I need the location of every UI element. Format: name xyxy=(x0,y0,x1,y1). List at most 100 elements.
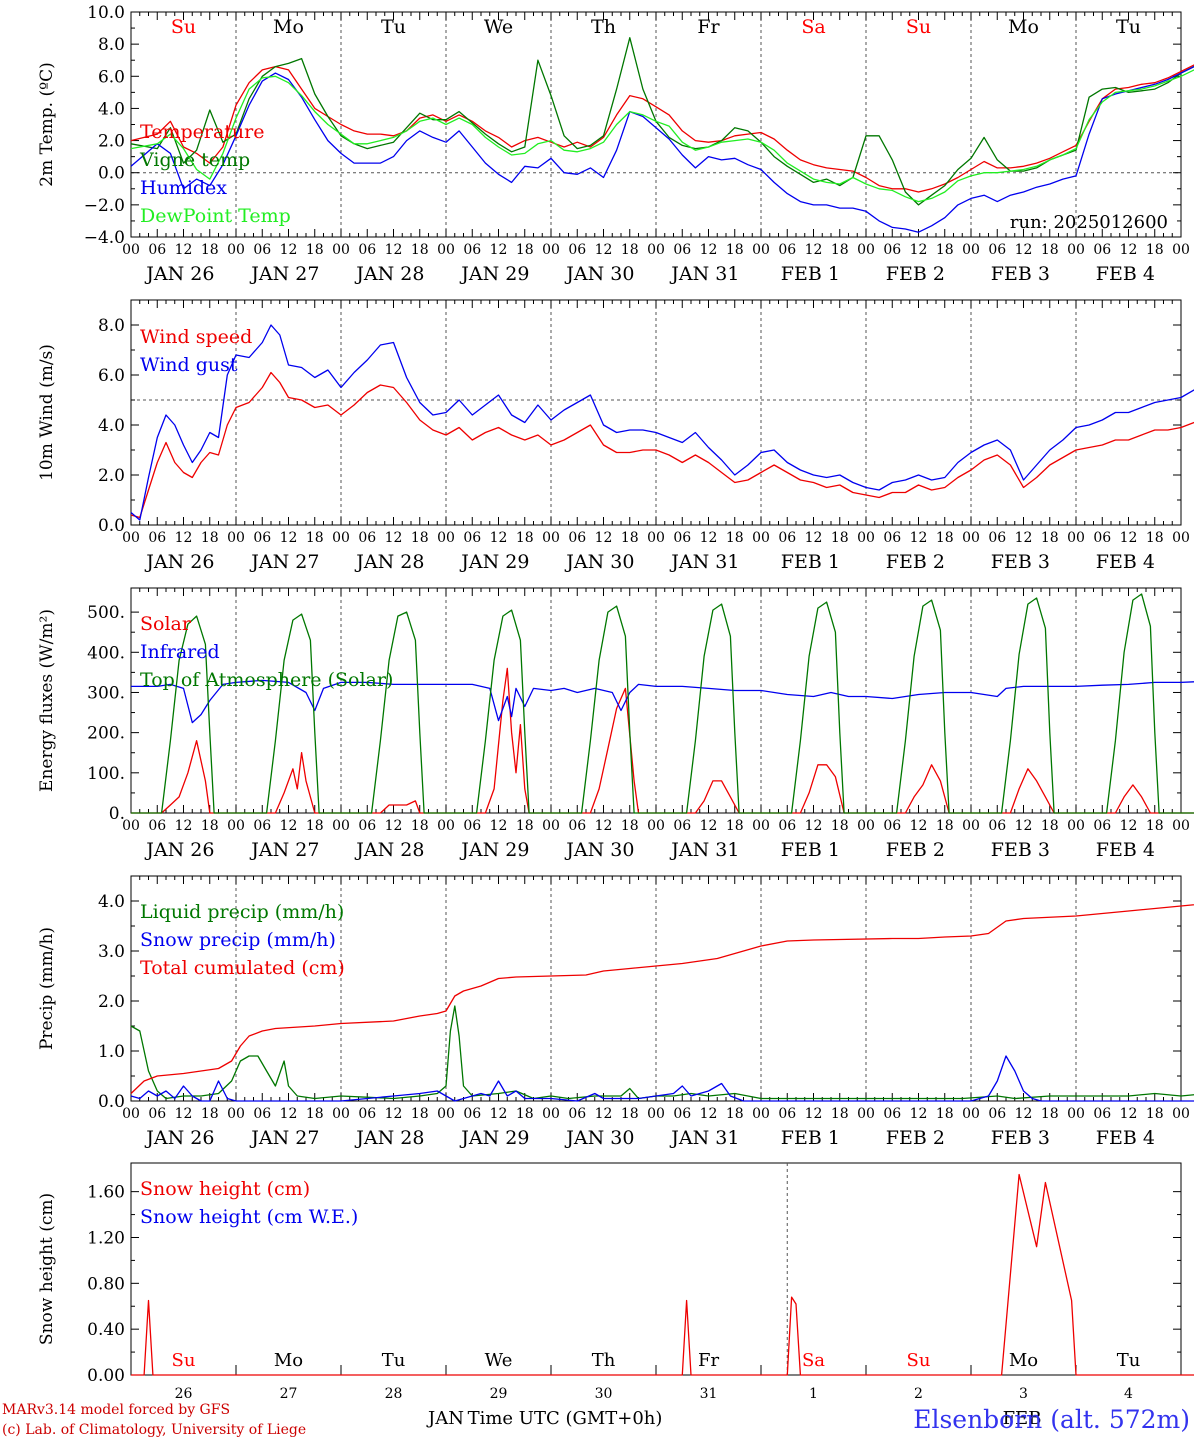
weekday-label: Tu xyxy=(381,16,406,38)
credit-line-1: MARv3.14 model forced by GFS xyxy=(2,1402,230,1418)
hour-label: 12 xyxy=(490,818,508,834)
hour-label: 00 xyxy=(752,1106,770,1122)
y-tick-label: 0.40 xyxy=(87,1320,125,1340)
legend-entry: Snow height (cm) xyxy=(140,1178,310,1200)
date-label: JAN 30 xyxy=(564,263,634,285)
hour-label: 06 xyxy=(358,530,376,546)
date-label: FEB 2 xyxy=(886,839,945,861)
hour-label: 18 xyxy=(201,242,219,258)
hour-label: 12 xyxy=(700,530,718,546)
y-tick-label: 4.0 xyxy=(98,99,125,119)
hour-label: 00 xyxy=(227,530,245,546)
legend-entry: Total cumulated (cm) xyxy=(140,957,345,979)
credit-line-2: (c) Lab. of Climatology, University of L… xyxy=(2,1422,306,1438)
weekday-label: Su xyxy=(172,1350,196,1371)
date-label: FEB 1 xyxy=(781,839,840,861)
date-label: FEB 1 xyxy=(781,263,840,285)
day-number-label: 29 xyxy=(490,1386,508,1402)
station-label: Elsenborn (alt. 572m) xyxy=(913,1405,1190,1434)
panel-frame xyxy=(130,299,1182,526)
hour-label: 12 xyxy=(385,1106,403,1122)
date-label: JAN 30 xyxy=(564,1127,634,1149)
hour-label: 12 xyxy=(595,818,613,834)
hour-label: 00 xyxy=(1172,530,1190,546)
hour-label: 18 xyxy=(1041,530,1059,546)
hour-label: 00 xyxy=(332,530,350,546)
hour-label: 12 xyxy=(385,818,403,834)
hour-label: 12 xyxy=(910,242,928,258)
hour-label: 00 xyxy=(542,1106,560,1122)
y-tick-label: 0.00 xyxy=(87,1366,125,1386)
day-number-label: 30 xyxy=(595,1386,613,1402)
day-number-label: 2 xyxy=(914,1386,923,1402)
hour-label: 18 xyxy=(201,818,219,834)
weekday-label: Fr xyxy=(698,1350,719,1371)
y-tick-label: 2.0 xyxy=(98,992,125,1012)
hour-label: 12 xyxy=(805,1106,823,1122)
y-tick-label: 0. xyxy=(109,804,125,824)
hour-label: 00 xyxy=(437,1106,455,1122)
series-line-wind-gust xyxy=(130,324,1194,521)
hour-label: 06 xyxy=(358,1106,376,1122)
legend-entry: Infrared xyxy=(140,641,220,663)
series-line-vigne-temp xyxy=(130,37,1194,206)
hour-label: 06 xyxy=(358,242,376,258)
hour-label: 06 xyxy=(883,242,901,258)
y-tick-label: 0.0 xyxy=(98,1092,125,1112)
footer: Time UTC (GMT+0h) MARv3.14 model forced … xyxy=(2,1402,1190,1438)
series-line-top-of-atmosphere-solar xyxy=(131,593,1194,814)
hour-label: 18 xyxy=(936,1106,954,1122)
weekday-label: Su xyxy=(171,16,196,38)
hour-label: 06 xyxy=(988,530,1006,546)
date-label: JAN 27 xyxy=(249,839,319,861)
weekday-label: Sa xyxy=(802,1350,825,1371)
date-label: JAN 26 xyxy=(144,1127,214,1149)
panel-2: 0.0 2.0 4.0 6.0 8.0 10m Wind (m/s) 00 06 12 18 JAN… xyxy=(37,299,1194,573)
hour-label: 06 xyxy=(463,530,481,546)
hour-label: 18 xyxy=(936,530,954,546)
y-tick-label: 1.20 xyxy=(87,1228,125,1248)
y-axis-title: Energy fluxes (W/m²) xyxy=(37,609,57,792)
date-label: JAN 31 xyxy=(669,263,739,285)
hour-label: 06 xyxy=(253,1106,271,1122)
hour-label: 18 xyxy=(306,530,324,546)
weekday-label: Fr xyxy=(697,16,720,38)
hour-label: 12 xyxy=(385,530,403,546)
hour-label: 06 xyxy=(673,242,691,258)
y-tick-label: 4.0 xyxy=(98,892,125,912)
hour-label: 12 xyxy=(1015,1106,1033,1122)
date-label: JAN 29 xyxy=(459,551,529,573)
hour-label: 00 xyxy=(332,1106,350,1122)
hour-label: 18 xyxy=(201,1106,219,1122)
hour-label: 12 xyxy=(280,530,298,546)
legend-entry: Wind gust xyxy=(140,354,238,376)
legend-entry: Liquid precip (mm/h) xyxy=(140,901,344,923)
hour-label: 06 xyxy=(673,530,691,546)
hour-label: 00 xyxy=(962,530,980,546)
hour-label: 18 xyxy=(726,530,744,546)
y-tick-label: 100. xyxy=(87,764,125,784)
hour-label: 00 xyxy=(1172,1106,1190,1122)
weekday-label: Th xyxy=(591,16,616,38)
hour-label: 00 xyxy=(962,1106,980,1122)
legend-entry: Snow height (cm W.E.) xyxy=(140,1206,358,1228)
hour-label: 06 xyxy=(778,818,796,834)
hour-label: 06 xyxy=(988,242,1006,258)
hour-label: 12 xyxy=(805,818,823,834)
hour-label: 12 xyxy=(700,242,718,258)
hour-label: 12 xyxy=(595,1106,613,1122)
hour-label: 00 xyxy=(857,1106,875,1122)
weekday-label: Tu xyxy=(382,1350,406,1371)
hour-label: 18 xyxy=(831,242,849,258)
y-axis-title: Snow height (cm) xyxy=(37,1193,57,1345)
y-tick-label: 0.0 xyxy=(98,516,125,536)
weekday-label: Mo xyxy=(273,16,304,38)
hour-label: 12 xyxy=(910,1106,928,1122)
hour-label: 00 xyxy=(122,242,140,258)
hour-label: 12 xyxy=(490,1106,508,1122)
y-tick-label: −4.0 xyxy=(84,228,125,248)
day-number-label: 31 xyxy=(700,1386,718,1402)
date-label: FEB 2 xyxy=(886,263,945,285)
hour-label: 18 xyxy=(201,530,219,546)
hour-label: 18 xyxy=(831,530,849,546)
